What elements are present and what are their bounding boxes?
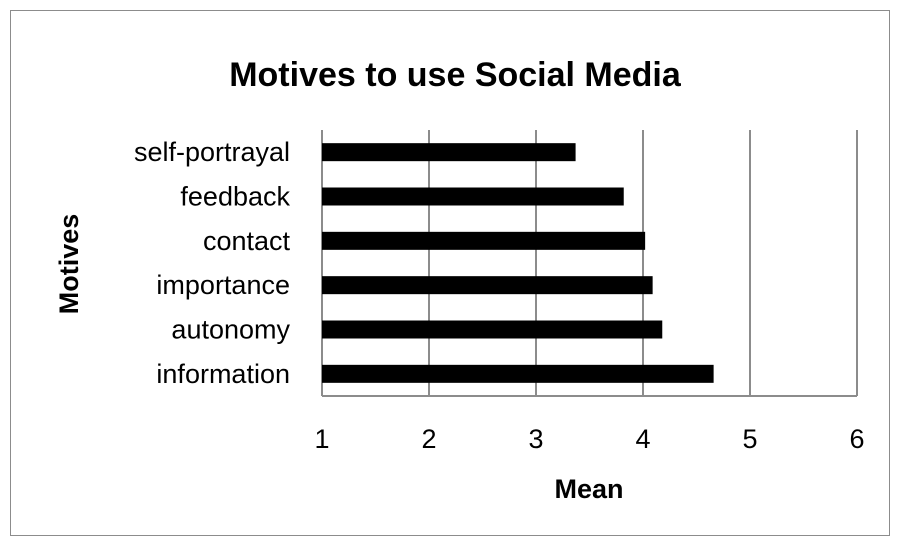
bar-feedback: [322, 187, 624, 206]
category-label: importance: [156, 270, 290, 300]
bar-importance: [322, 276, 653, 295]
bar-information: [322, 364, 714, 383]
chart-frame: [10, 10, 890, 536]
grid-lines: [321, 130, 858, 397]
x-tick-labels: 1 2 3 4 5 6: [314, 424, 864, 454]
x-tick-label: 3: [528, 424, 543, 454]
x-tick-label: 4: [635, 424, 650, 454]
bars-group: [322, 143, 714, 383]
bar-self-portrayal: [322, 143, 576, 162]
x-axis-label: Mean: [554, 474, 623, 504]
x-tick-label: 6: [849, 424, 864, 454]
x-tick-label: 2: [421, 424, 436, 454]
category-label: feedback: [180, 182, 290, 212]
y-axis-label: Motives: [54, 214, 84, 315]
x-tick-label: 5: [742, 424, 757, 454]
category-labels: information autonomy importance contact feed…: [134, 137, 291, 389]
category-label: autonomy: [171, 315, 290, 345]
chart-title: Motives to use Social Media: [229, 56, 682, 94]
bar-autonomy: [322, 320, 663, 339]
category-label: contact: [203, 226, 291, 256]
category-label: self-portrayal: [134, 137, 290, 167]
bar-contact: [322, 231, 646, 250]
x-tick-label: 1: [314, 424, 329, 454]
category-label: information: [156, 359, 290, 389]
